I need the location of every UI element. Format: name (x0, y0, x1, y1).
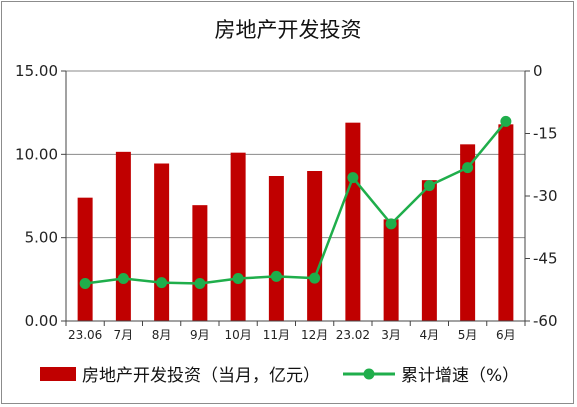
x-axis-tick-label: 7月 (114, 328, 134, 342)
right-axis-tick-label: 0 (533, 62, 543, 80)
legend-bar-label: 房地产开发投资（当月，亿元） (82, 366, 320, 386)
line-point (194, 278, 206, 289)
x-axis-tick-label: 10月 (224, 328, 251, 342)
axes: 0.00 5.00 10.00 15.00 -60 -45 -30 -15 0 23.06 7月 8月… (15, 62, 557, 342)
right-axis-tick-label: -15 (533, 125, 558, 143)
legend: 房地产开发投资（当月，亿元） 累计增速（%） (40, 366, 519, 386)
line-series (79, 115, 512, 289)
legend-line-label: 累计增速（%） (401, 366, 519, 386)
legend-line-marker (363, 368, 375, 380)
x-axis-tick-label: 6月 (496, 328, 516, 342)
bar (460, 144, 476, 321)
gridlines (66, 70, 525, 239)
x-axis-tick-label: 11月 (263, 328, 290, 342)
bar (421, 180, 437, 321)
left-axis-tick-label: 0.00 (25, 312, 58, 330)
line-point (462, 162, 474, 174)
line-point (347, 172, 359, 184)
line-point (385, 218, 397, 230)
x-axis-tick-label: 8月 (152, 328, 172, 342)
bar (230, 152, 246, 321)
line-point (423, 180, 435, 192)
line-point (309, 272, 321, 284)
line-point (79, 278, 91, 289)
x-axis-tick-label: 5月 (458, 328, 478, 342)
line-point (270, 270, 282, 282)
bar (154, 163, 170, 321)
bar (115, 151, 131, 321)
bar (383, 219, 399, 321)
chart-title: 房地产开发投资 (215, 18, 362, 42)
bar (345, 122, 361, 322)
bar (307, 171, 323, 321)
x-axis-tick-label: 4月 (420, 328, 440, 342)
right-axis-tick-label: -45 (533, 250, 558, 268)
bar (192, 205, 208, 321)
left-axis-tick-label: 10.00 (15, 145, 58, 163)
left-axis-tick-label: 15.00 (15, 62, 58, 80)
right-axis-tick-label: -60 (533, 312, 558, 330)
legend-bar-swatch (40, 367, 76, 381)
bar (77, 197, 93, 321)
line-point (500, 115, 512, 127)
x-axis-tick-label: 9月 (190, 328, 210, 342)
line-point (117, 273, 129, 284)
left-axis-tick-label: 5.00 (25, 229, 58, 247)
x-axis-tick-label: 23.06 (68, 328, 102, 342)
line-path (84, 120, 507, 285)
bar (268, 176, 284, 321)
x-axis-tick-label: 12月 (301, 328, 328, 342)
line-point (156, 277, 168, 289)
x-axis-tick-label: 23.02 (336, 328, 370, 342)
bar-series (77, 122, 514, 322)
right-axis-tick-label: -30 (533, 187, 558, 205)
bar (498, 124, 514, 321)
line-point (232, 273, 244, 284)
x-axis-tick-label: 3月 (381, 328, 401, 342)
